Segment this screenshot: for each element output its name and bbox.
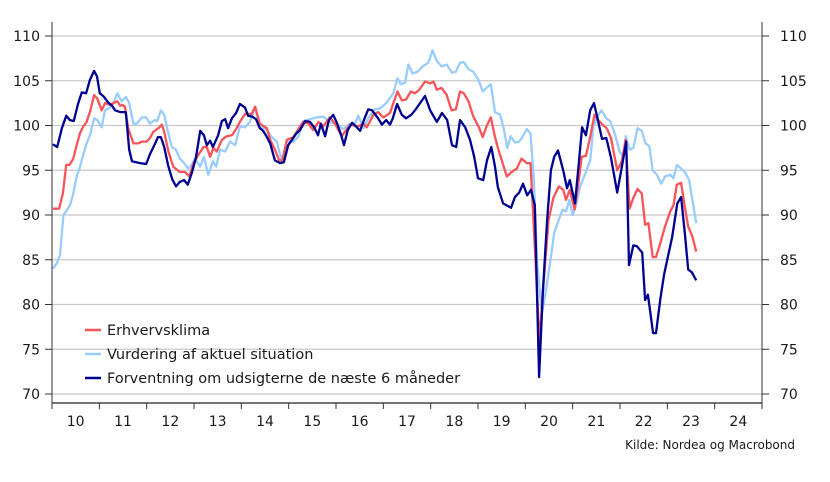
legend-label: Erhvervsklima [107,323,210,339]
y-tick-label-right: 100 [780,119,807,135]
y-tick-label-right: 95 [780,163,798,179]
legend-label: Vurdering af aktuel situation [107,347,313,363]
series-line-2 [52,69,698,379]
x-tick-label: 16 [351,414,369,430]
x-tick-label: 14 [256,414,274,430]
source-note: Kilde: Nordea og Macrobond [625,438,795,452]
y-tick-label-left: 110 [13,29,40,45]
legend-label: Forventning om udsigterne de næste 6 mån… [107,370,460,387]
y-tick-label-left: 75 [22,342,40,358]
y-tick-label-left: 105 [13,74,40,90]
y-tick-label-left: 80 [22,298,40,314]
x-tick-label: 12 [161,414,179,430]
y-tick-label-left: 70 [22,387,40,403]
y-tick-label-right: 90 [780,208,798,224]
y-tick-label-left: 90 [22,208,40,224]
y-tick-label-left: 100 [13,119,40,135]
x-tick-label: 23 [682,414,700,430]
x-tick-label: 20 [540,414,558,430]
x-tick-label: 17 [398,414,416,430]
axes: 70 70 75 75 80 80 85 85 90 90 95 95 100 100 105 105 110 1… [13,22,807,430]
y-tick-label-left: 95 [22,163,40,179]
x-tick-label: 13 [209,414,227,430]
legend: Erhvervsklima Vurdering af aktuel situati… [85,323,460,387]
x-tick-label: 22 [635,414,653,430]
y-tick-label-right: 80 [780,298,798,314]
x-tick-label: 18 [445,414,463,430]
series-lines [51,49,698,379]
y-tick-label-right: 70 [780,387,798,403]
series-line-1 [51,49,698,315]
x-tick-label: 19 [493,414,511,430]
y-tick-label-right: 110 [780,29,807,45]
gridlines [52,35,762,395]
x-tick-label: 24 [729,414,747,430]
x-tick-label: 21 [587,414,605,430]
x-tick-label: 11 [114,414,132,430]
y-tick-label-right: 85 [780,253,798,269]
x-tick-label: 10 [67,414,85,430]
y-tick-label-right: 105 [780,74,807,90]
x-tick-label: 15 [303,414,321,430]
y-tick-label-right: 75 [780,342,798,358]
y-tick-label-left: 85 [22,253,40,269]
